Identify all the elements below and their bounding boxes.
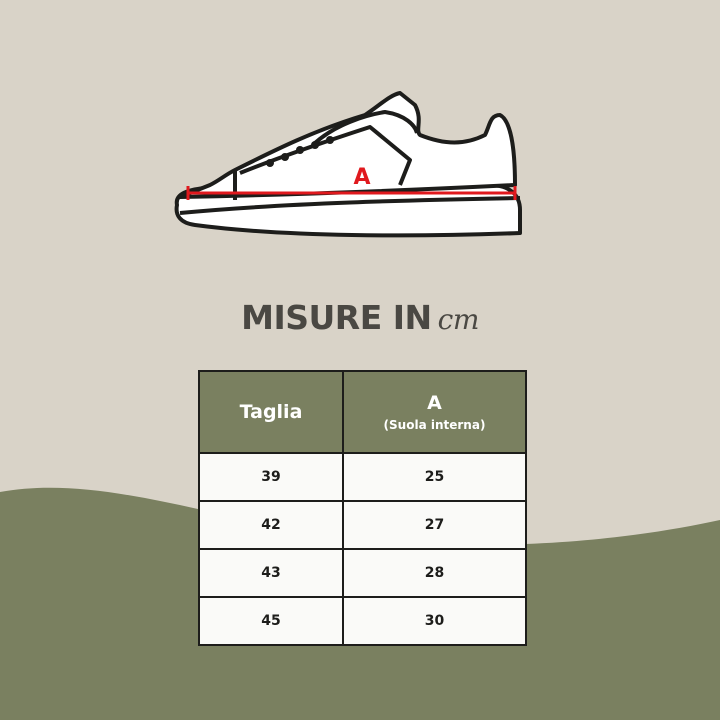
cell-size: 43 [198, 548, 344, 598]
cell-a: 25 [342, 452, 527, 502]
cell-a: 27 [342, 500, 527, 550]
table-row: 39 25 [198, 452, 527, 502]
table-header-row: Taglia A (Suola interna) [198, 370, 527, 454]
cell-size: 42 [198, 500, 344, 550]
measure-label: A [353, 165, 370, 190]
cell-a: 28 [342, 548, 527, 598]
header-measure-sub: (Suola interna) [383, 418, 486, 432]
table-row: 42 27 [198, 500, 527, 550]
cell-size: 45 [198, 596, 344, 646]
header-measure: A (Suola interna) [342, 370, 527, 454]
sneaker-illustration: A [174, 91, 522, 238]
size-table: Taglia A (Suola interna) 39 25 42 27 43 28 … [198, 370, 527, 646]
cell-a: 30 [342, 596, 527, 646]
table-row: 43 28 [198, 548, 527, 598]
page-title: MISURE IN cm [0, 298, 720, 337]
title-text: MISURE IN [241, 298, 432, 337]
header-measure-label: A [427, 392, 442, 414]
table-row: 45 30 [198, 596, 527, 646]
title-unit: cm [437, 303, 480, 336]
header-size: Taglia [198, 370, 344, 454]
cell-size: 39 [198, 452, 344, 502]
